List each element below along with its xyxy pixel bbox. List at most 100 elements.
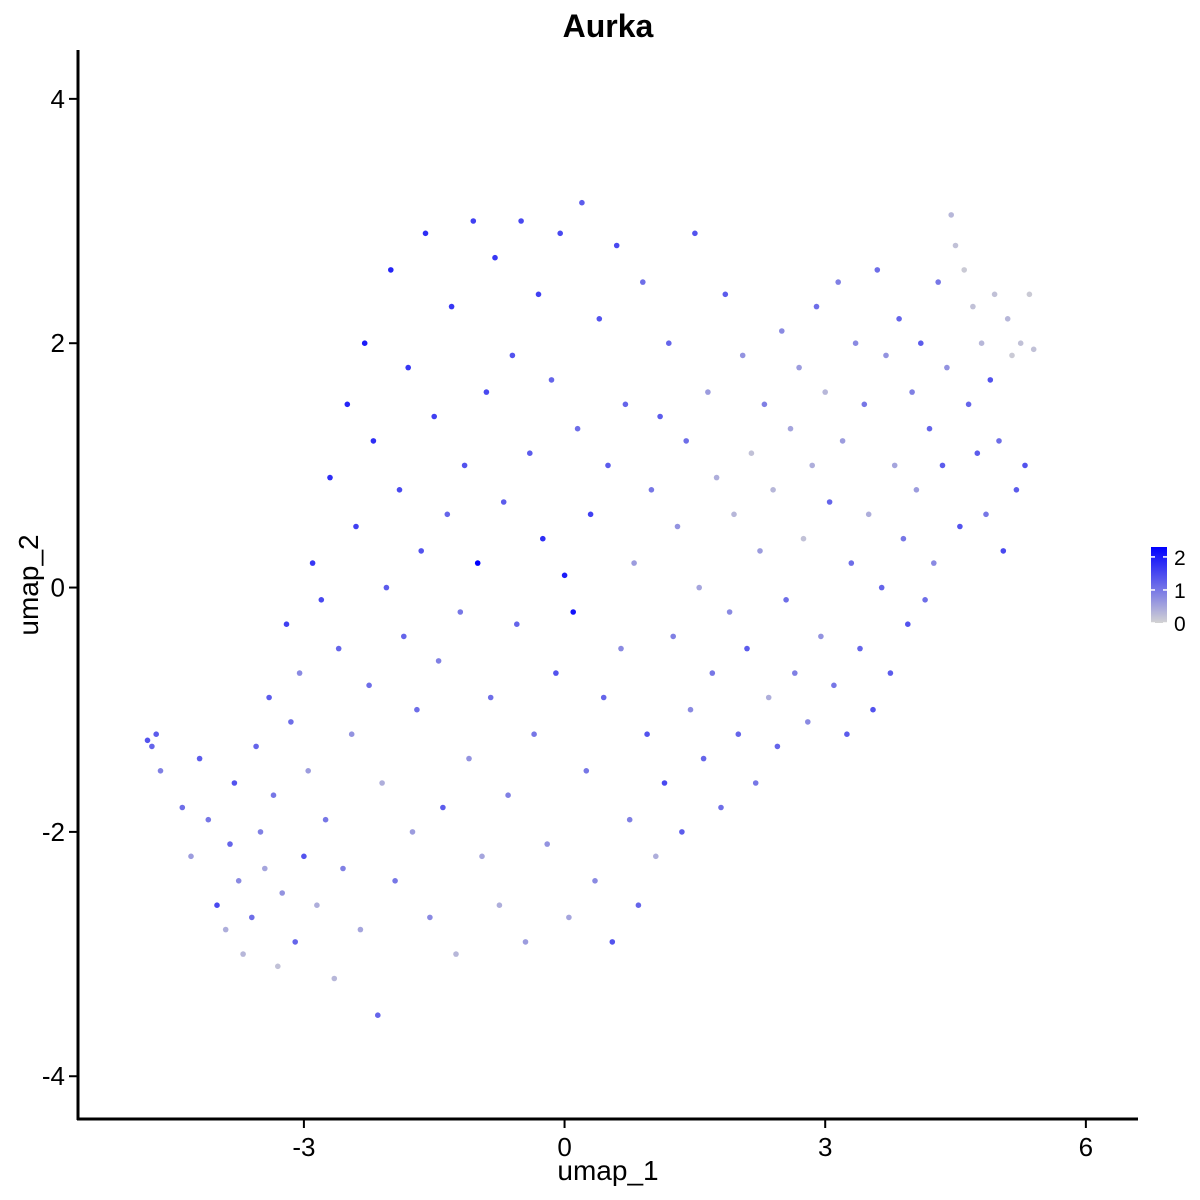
data-point: [262, 865, 268, 872]
data-point: [848, 560, 855, 566]
data-point: [787, 425, 794, 432]
data-point: [514, 621, 520, 627]
data-point: [666, 340, 672, 347]
data-point: [570, 609, 576, 615]
data-point: [865, 511, 872, 518]
data-point: [249, 914, 255, 921]
data-point: [844, 731, 850, 737]
data-point: [648, 487, 655, 493]
x-tick-label: 3: [818, 1132, 832, 1162]
data-point: [839, 438, 846, 444]
data-point: [535, 291, 542, 298]
data-point: [674, 523, 681, 530]
data-point: [944, 364, 950, 371]
data-point: [422, 230, 429, 237]
data-point: [957, 523, 963, 530]
data-point: [826, 499, 833, 505]
data-point: [700, 755, 707, 762]
data-point: [544, 841, 550, 847]
data-point: [996, 438, 1002, 444]
data-point: [231, 780, 238, 786]
data-point: [852, 340, 859, 347]
data-point: [831, 682, 837, 689]
data-point: [253, 743, 259, 750]
data-point: [461, 462, 468, 469]
data-point: [926, 425, 933, 432]
data-point: [448, 303, 455, 310]
data-point: [366, 682, 372, 689]
data-point: [188, 853, 194, 860]
data-point: [600, 694, 607, 701]
data-point: [1030, 346, 1037, 353]
data-point: [370, 438, 377, 444]
colorbar-gradient: [1151, 547, 1167, 623]
data-point: [353, 523, 359, 530]
data-point: [379, 780, 385, 786]
data-point: [318, 597, 325, 603]
data-point: [470, 218, 477, 224]
data-point: [1000, 548, 1007, 554]
data-point: [874, 267, 881, 273]
data-point: [744, 645, 750, 652]
data-point: [922, 597, 928, 603]
y-tick-label: -2: [42, 817, 65, 847]
data-point: [718, 804, 724, 811]
data-point: [548, 377, 555, 383]
data-point: [453, 951, 459, 957]
data-point: [783, 597, 789, 603]
data-point: [331, 975, 338, 982]
data-point: [196, 755, 203, 762]
data-point: [739, 352, 746, 359]
data-point: [396, 487, 403, 493]
y-tick-label: 0: [51, 573, 65, 603]
data-point: [500, 499, 507, 505]
data-point: [335, 645, 342, 652]
data-point: [770, 487, 776, 493]
data-point: [214, 902, 220, 908]
data-point: [275, 963, 281, 970]
colorbar-legend: 0 1 2: [1151, 547, 1186, 636]
data-point: [583, 768, 590, 774]
data-point: [414, 706, 420, 713]
data-point: [735, 731, 742, 737]
data-point: [813, 303, 820, 310]
data-point: [631, 560, 637, 566]
data-point: [857, 645, 863, 652]
data-point: [861, 401, 868, 408]
data-point: [405, 364, 412, 371]
data-point: [1009, 352, 1015, 359]
data-point: [240, 951, 246, 957]
chart-title: Aurka: [563, 8, 654, 44]
data-point: [748, 450, 755, 457]
data-point: [492, 254, 498, 261]
data-point: [375, 1012, 381, 1018]
data-point: [870, 706, 876, 713]
data-point: [774, 743, 781, 750]
x-tick-label: 6: [1079, 1132, 1093, 1162]
data-point: [644, 731, 650, 737]
data-point: [357, 926, 364, 933]
data-point: [305, 768, 312, 774]
data-point: [626, 816, 633, 823]
data-point: [935, 279, 941, 285]
data-point: [388, 267, 394, 273]
data-point: [487, 694, 494, 701]
data-point: [574, 425, 581, 432]
data-point: [527, 450, 533, 457]
data-point: [401, 633, 407, 640]
data-point: [557, 230, 563, 237]
data-point: [605, 462, 611, 469]
data-point: [292, 939, 299, 945]
data-point: [726, 609, 733, 615]
data-point: [722, 291, 729, 298]
data-point: [444, 511, 451, 518]
data-point: [931, 560, 937, 566]
x-axis-ticks: -3 0 3 6: [292, 1119, 1093, 1162]
y-tick-label: -4: [42, 1061, 65, 1091]
data-point: [978, 340, 985, 347]
data-point: [314, 902, 320, 908]
data-point: [596, 316, 603, 322]
data-point: [205, 816, 212, 823]
data-point: [579, 199, 585, 206]
data-point: [822, 389, 828, 395]
